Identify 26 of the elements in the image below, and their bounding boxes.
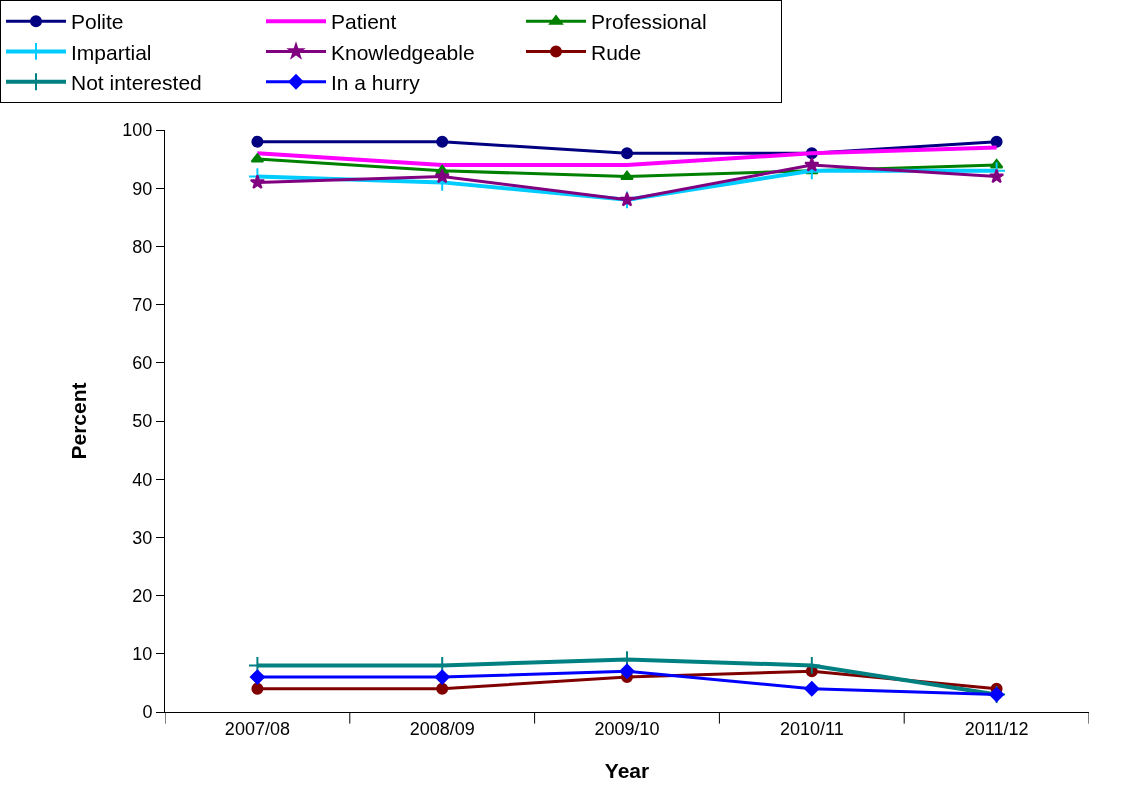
y-tick-label: 60 xyxy=(132,353,153,374)
x-tick-label: 2011/12 xyxy=(964,718,1029,739)
y-tick-label: 10 xyxy=(132,644,153,665)
y-tick-label: 50 xyxy=(132,411,153,432)
legend-label: In a hurry xyxy=(331,70,421,94)
y-axis-title: Percent xyxy=(66,382,90,460)
legend-label: Impartial xyxy=(71,40,152,64)
y-tick-label: 80 xyxy=(132,236,153,257)
y-tick-label: 30 xyxy=(132,527,153,548)
y-tick-label: 0 xyxy=(142,702,153,723)
x-tick-label: 2007/08 xyxy=(224,718,290,739)
y-tick-label: 20 xyxy=(132,585,153,606)
y-tick-label: 40 xyxy=(132,469,153,490)
y-tick-label: 70 xyxy=(132,294,153,315)
legend-label: Polite xyxy=(71,10,124,34)
y-tick-label: 90 xyxy=(132,178,153,199)
x-axis-title: Year xyxy=(604,758,650,782)
legend-label: Knowledgeable xyxy=(331,40,475,64)
x-tick-label: 2008/09 xyxy=(409,718,475,739)
y-tick-label: 100 xyxy=(122,120,153,141)
legend-label: Not interested xyxy=(71,70,202,94)
legend-label: Patient xyxy=(331,10,397,34)
legend-label: Professional xyxy=(591,10,707,34)
legend-label: Rude xyxy=(591,40,642,64)
x-tick-label: 2010/11 xyxy=(779,718,844,739)
x-tick-label: 2009/10 xyxy=(594,718,660,739)
